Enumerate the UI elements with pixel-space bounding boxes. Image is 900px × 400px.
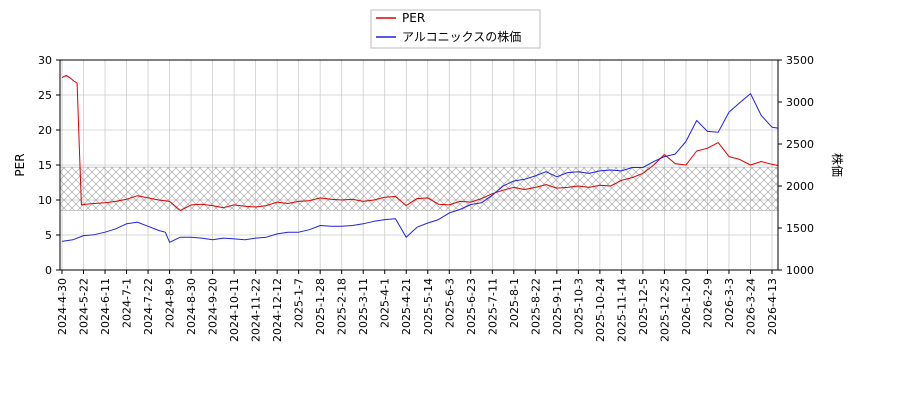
x-tick-label: 2026-3-3 (723, 278, 736, 328)
per-range-band (59, 166, 779, 211)
x-tick-label: 2025-12-25 (658, 278, 671, 342)
x-tick-label: 2025-9-11 (551, 278, 564, 335)
x-tick-label: 2024-5-22 (78, 278, 91, 335)
left-tick-label: 25 (38, 89, 52, 102)
left-tick-label: 15 (38, 159, 52, 172)
x-tick-label: 2024-11-22 (250, 278, 263, 342)
legend-label-per: PER (402, 11, 425, 25)
x-tick-label: 2024-6-11 (99, 278, 112, 335)
x-tick-label: 2026-4-13 (766, 278, 779, 335)
x-tick-label: 2024-12-12 (271, 278, 284, 342)
x-tick-label: 2025-1-28 (314, 278, 327, 335)
right-axis-ticks: 1000 1500 2000 2500 3000 3500 (778, 54, 814, 277)
x-tick-label: 2026-3-24 (744, 278, 757, 335)
right-tick-label: 1000 (786, 264, 814, 277)
x-tick-label: 2025-12-5 (637, 278, 650, 335)
x-tick-label: 2024-7-1 (121, 278, 134, 328)
x-tick-label: 2024-9-20 (207, 278, 220, 335)
left-tick-label: 10 (38, 194, 52, 207)
right-axis-label: 株価 (830, 153, 845, 177)
left-tick-label: 20 (38, 124, 52, 137)
x-tick-label: 2025-7-11 (486, 278, 499, 335)
right-tick-label: 2500 (786, 138, 814, 151)
series-line-per (61, 74, 778, 211)
legend-label-stock-price: アルコニックスの株価 (402, 29, 521, 44)
x-tick-label: 2025-6-23 (465, 278, 478, 335)
x-tick-label: 2025-3-11 (357, 278, 370, 335)
series-line-stock-price (61, 93, 778, 243)
x-tick-label: 2025-11-14 (615, 278, 628, 342)
left-tick-label: 5 (45, 229, 52, 242)
x-tick-label: 2024-7-22 (142, 278, 155, 335)
x-tick-label: 2026-2-9 (701, 278, 714, 328)
x-tick-label: 2025-8-1 (508, 278, 521, 328)
x-tick-label: 2025-10-24 (594, 278, 607, 342)
x-tick-label: 2024-4-30 (56, 278, 69, 335)
x-tick-label: 2024-8-30 (185, 278, 198, 335)
legend: PER アルコニックスの株価 (370, 9, 541, 49)
x-tick-label: 2025-4-1 (379, 278, 392, 328)
x-tick-label: 2025-4-21 (400, 278, 413, 335)
right-tick-label: 3500 (786, 54, 814, 67)
left-tick-label: 0 (45, 264, 52, 277)
left-tick-label: 30 (38, 54, 52, 67)
left-axis-label: PER (13, 153, 27, 176)
x-tick-label: 2025-2-18 (336, 278, 349, 335)
x-tick-label: 2025-8-22 (529, 278, 542, 335)
right-tick-label: 1500 (786, 222, 814, 235)
x-tick-label: 2025-5-14 (422, 278, 435, 335)
x-tick-label: 2024-8-9 (164, 278, 177, 328)
x-tick-label: 2025-1-7 (293, 278, 306, 328)
right-tick-label: 3000 (786, 96, 814, 109)
x-axis-ticks: 2024-4-30 2024-5-22 2024-6-11 2024-7-1 2024-… (56, 270, 779, 342)
x-tick-label: 2025-6-3 (443, 278, 456, 328)
x-tick-label: 2026-1-20 (680, 278, 693, 335)
legend-box (370, 9, 541, 49)
left-axis-ticks: 0 5 10 15 20 25 30 (38, 54, 60, 277)
right-tick-label: 2000 (786, 180, 814, 193)
x-tick-label: 2024-10-11 (228, 278, 241, 342)
x-tick-label: 2025-10-3 (572, 278, 585, 335)
